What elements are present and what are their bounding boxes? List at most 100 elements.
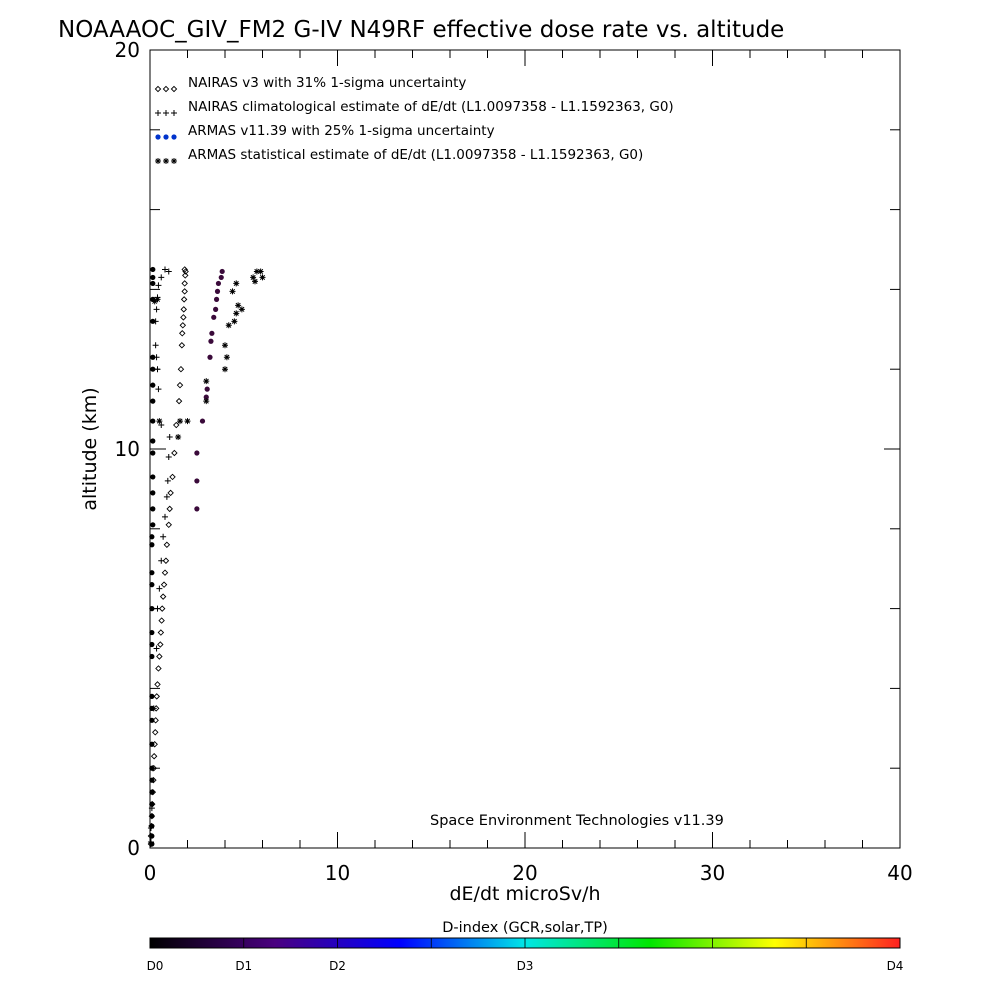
- data-point-plus: [165, 453, 172, 460]
- data-point-diamond: [162, 557, 170, 564]
- data-point-plus: [163, 493, 170, 500]
- y-axis-tick-labels: 0 10 20: [115, 38, 140, 860]
- data-point-dot: [150, 450, 156, 456]
- legend-item-4: ARMAS statistical estimate of dE/dt (L1.…: [155, 147, 643, 164]
- legend-marker: [163, 134, 169, 140]
- data-point-dot: [150, 280, 156, 287]
- data-point-plus: [152, 342, 159, 349]
- data-point-diamond: [177, 365, 185, 373]
- plot-frame: [149, 49, 901, 849]
- legend-marker: [162, 85, 170, 93]
- data-point-diamond: [181, 266, 188, 273]
- legend-item-3: ARMAS v11.39 with 25% 1-sigma uncertaint…: [155, 123, 495, 140]
- data-point-dot: [149, 789, 155, 795]
- data-point-diamond: [182, 272, 189, 279]
- x-axis-ticks: [149, 50, 901, 848]
- legend-marker: [163, 158, 169, 164]
- colorbar-title: D-index (GCR,solar,TP): [442, 920, 608, 936]
- data-point-diamond: [178, 342, 186, 349]
- data-point-dot: [194, 478, 200, 484]
- data-point-dot: [149, 582, 155, 588]
- data-point-asterisk: [177, 418, 183, 425]
- data-point-plus: [158, 274, 165, 281]
- data-point-dot: [149, 542, 155, 548]
- data-point-dot: [149, 813, 155, 819]
- data-point-dot: [150, 274, 156, 281]
- data-point-dot: [203, 394, 209, 400]
- data-point-diamond: [157, 629, 165, 636]
- x-tick-label: 10: [325, 861, 350, 885]
- data-point-asterisk: [235, 302, 242, 309]
- data-point-dot: [207, 354, 213, 360]
- data-point-asterisk: [223, 354, 230, 361]
- data-point-plus: [156, 585, 163, 592]
- data-point-plus: [162, 266, 168, 273]
- data-point-diamond: [156, 653, 163, 660]
- y-tick-label: 20: [115, 38, 140, 62]
- data-point-diamond: [157, 641, 164, 648]
- data-point-dot: [150, 438, 156, 444]
- data-point-dot: [150, 296, 156, 302]
- legend-marker: [170, 85, 178, 93]
- data-point-diamond: [176, 381, 184, 389]
- data-point-asterisk: [259, 274, 266, 281]
- data-point-dot: [149, 717, 155, 723]
- x-tick-label: 40: [887, 861, 912, 885]
- data-point-plus: [162, 513, 168, 520]
- data-point-asterisk: [229, 288, 236, 295]
- data-point-asterisk: [253, 268, 260, 275]
- data-point-plus: [165, 268, 172, 275]
- data-point-dot: [149, 570, 155, 576]
- data-point-dot: [150, 418, 156, 424]
- legend-item-1: NAIRAS v3 with 31% 1-sigma uncertainty: [154, 75, 466, 93]
- data-point-plus: [164, 477, 171, 484]
- data-point-dot: [150, 382, 156, 388]
- y-axis-ticks: [150, 49, 900, 849]
- y-tick-label: 10: [115, 437, 140, 461]
- data-point-asterisk: [233, 310, 240, 317]
- data-point-dot: [194, 506, 200, 512]
- chart-title: NOAAAOC_GIV_FM2 G-IV N49RF effective dos…: [58, 17, 784, 43]
- legend-marker: [171, 158, 177, 164]
- legend-marker: [171, 134, 177, 140]
- data-point-diamond: [150, 752, 158, 760]
- x-tick-label: 30: [700, 861, 725, 885]
- data-point-dot: [150, 354, 156, 360]
- data-point-dot: [214, 288, 221, 294]
- data-series: [147, 266, 266, 848]
- data-point-asterisk: [151, 298, 158, 305]
- colorbar-ticks: [149, 938, 901, 948]
- data-point-diamond: [159, 593, 167, 600]
- data-point-dot: [199, 418, 206, 424]
- data-point-diamond: [158, 605, 166, 612]
- data-point-dot: [211, 314, 217, 320]
- data-point-diamond: [175, 397, 183, 405]
- x-tick-label: 20: [512, 861, 537, 885]
- data-point-asterisk: [225, 322, 232, 329]
- data-point-diamond: [166, 505, 173, 513]
- x-axis-label: dE/dt microSv/h: [449, 883, 600, 905]
- data-point-dot: [149, 653, 155, 660]
- data-point-asterisk: [238, 306, 245, 313]
- y-axis-label: altitude (km): [79, 387, 101, 510]
- data-point-dot: [149, 765, 155, 771]
- data-point-diamond: [180, 296, 188, 303]
- data-point-dot: [150, 474, 156, 480]
- series-1: [147, 266, 189, 848]
- data-point-asterisk: [257, 268, 264, 275]
- data-point-dot: [219, 268, 225, 275]
- data-point-asterisk: [252, 278, 258, 285]
- data-point-diamond: [160, 581, 168, 588]
- data-point-dot: [149, 741, 155, 747]
- data-point-diamond: [181, 280, 188, 287]
- data-point-dot: [149, 705, 155, 711]
- data-point-diamond: [154, 681, 161, 688]
- data-point-plus: [153, 306, 160, 313]
- data-point-plus: [155, 386, 162, 393]
- legend-label: ARMAS statistical estimate of dE/dt (L1.…: [188, 147, 643, 163]
- data-point-plus: [155, 282, 162, 289]
- data-point-diamond: [155, 665, 162, 672]
- series-2: [147, 266, 173, 846]
- legend-marker: [154, 85, 162, 93]
